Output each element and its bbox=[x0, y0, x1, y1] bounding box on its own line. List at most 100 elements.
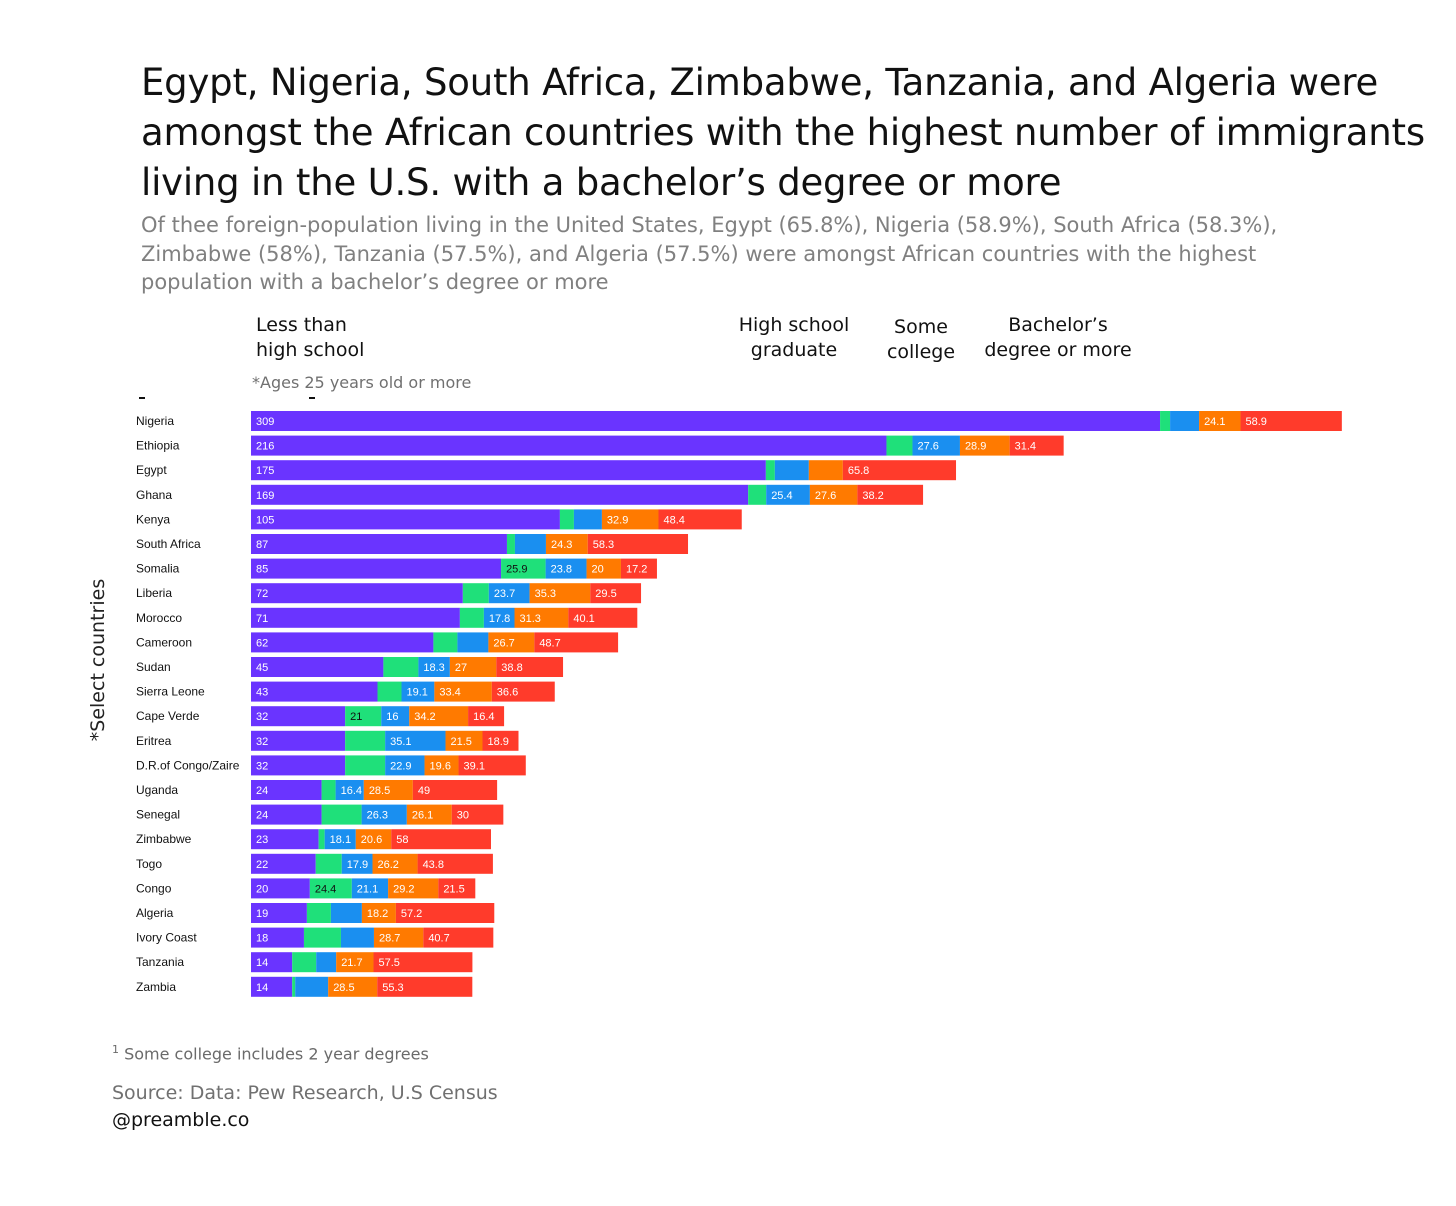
data-label: 18.3 bbox=[423, 662, 444, 674]
bar-segment-bachelors bbox=[438, 878, 476, 899]
category-label: Liberia bbox=[136, 586, 172, 600]
bar-row: Cameroon 62 26.7 48.7 bbox=[136, 632, 619, 653]
data-label: 309 bbox=[256, 416, 274, 428]
bar-segment-hs-graduate bbox=[573, 509, 602, 530]
bar-row: Ghana 169 25.4 27.6 38.2 bbox=[136, 484, 924, 505]
data-label: 26.7 bbox=[493, 637, 514, 649]
data-label: 105 bbox=[256, 514, 274, 526]
data-label: 27 bbox=[455, 662, 467, 674]
category-label: Eritrea bbox=[136, 734, 172, 748]
bar-segment-hs-graduate bbox=[385, 755, 425, 776]
bar-segment-less-than-hs bbox=[501, 558, 546, 579]
data-label: 39.1 bbox=[464, 760, 485, 772]
bar-segment-total bbox=[251, 484, 749, 505]
data-label: 32.9 bbox=[607, 514, 628, 526]
bar-row: Ethiopia 216 27.6 28.9 31.4 bbox=[136, 435, 1064, 456]
data-label: 28.7 bbox=[379, 933, 400, 945]
bar-segment-some-college bbox=[424, 755, 459, 776]
bar-segment-total bbox=[251, 927, 304, 948]
bar-row: Algeria 19 18.2 57.2 bbox=[136, 903, 495, 923]
data-label: 24.3 bbox=[551, 539, 572, 551]
bar-segment-some-college bbox=[488, 632, 535, 653]
data-label: 58.3 bbox=[593, 539, 614, 551]
data-label: 57.2 bbox=[401, 908, 422, 920]
data-label: 31.4 bbox=[1015, 441, 1036, 453]
bar-segment-less-than-hs bbox=[1160, 411, 1171, 431]
data-label: 29.2 bbox=[393, 883, 414, 895]
bar-row: Nigeria 309 24.1 58.9 bbox=[136, 411, 1342, 431]
category-label: Zimbabwe bbox=[136, 832, 192, 846]
bar-segment-less-than-hs bbox=[345, 755, 386, 776]
data-label: 26.1 bbox=[412, 810, 433, 822]
data-label: 55.3 bbox=[382, 982, 403, 994]
bar-segment-total bbox=[251, 755, 346, 776]
bar-row: Togo 22 17.9 26.2 43.8 bbox=[136, 853, 493, 874]
data-label: 40.1 bbox=[573, 613, 594, 625]
data-label: 23.8 bbox=[551, 564, 572, 576]
bar-segment-less-than-hs bbox=[345, 730, 386, 751]
source-note: Source: Data: Pew Research, U.S Census bbox=[112, 1082, 498, 1104]
bar-segment-total bbox=[251, 878, 310, 899]
data-label: 43 bbox=[256, 687, 268, 699]
category-label: Togo bbox=[136, 857, 162, 871]
bar-segment-less-than-hs bbox=[748, 484, 767, 505]
data-label: 28.5 bbox=[369, 785, 390, 797]
bar-segment-hs-graduate bbox=[483, 607, 515, 628]
data-label: 49 bbox=[418, 785, 430, 797]
data-label: 21 bbox=[350, 711, 362, 723]
bar-segment-less-than-hs bbox=[383, 657, 419, 677]
data-label: 17.9 bbox=[347, 859, 368, 871]
bar-segment-less-than-hs bbox=[377, 681, 402, 702]
bar-segment-bachelors bbox=[842, 460, 957, 481]
data-label: 19.1 bbox=[407, 687, 428, 699]
data-label: 48.4 bbox=[663, 514, 684, 526]
bar-segment-total bbox=[251, 804, 322, 825]
data-label: 25.9 bbox=[506, 564, 527, 576]
data-label: 25.4 bbox=[771, 490, 792, 502]
ages-note: *Ages 25 years old or more bbox=[252, 373, 472, 392]
data-label: 21.5 bbox=[451, 736, 472, 748]
column-header-line: high school bbox=[256, 339, 365, 361]
data-label: 24 bbox=[256, 810, 268, 822]
category-label: Kenya bbox=[136, 512, 170, 526]
data-label: 19.6 bbox=[430, 760, 451, 772]
column-header-line: degree or more bbox=[984, 339, 1132, 361]
header-dash bbox=[309, 397, 315, 399]
bar-segment-hs-graduate bbox=[457, 632, 489, 653]
bar-segment-some-college bbox=[601, 509, 659, 530]
data-label: 20 bbox=[592, 564, 604, 576]
bar-segment-total bbox=[251, 853, 316, 874]
bar-row: Morocco 71 17.8 31.3 40.1 bbox=[136, 607, 638, 628]
bar-segment-total bbox=[251, 681, 378, 702]
data-label: 18.9 bbox=[487, 736, 508, 748]
bar-segment-total bbox=[251, 460, 766, 481]
data-label: 32 bbox=[256, 711, 268, 723]
column-header-line: college bbox=[886, 341, 956, 363]
chart-title: Egypt, Nigeria, South Africa, Zimbabwe, … bbox=[141, 61, 1425, 204]
bar-segment-less-than-hs bbox=[506, 534, 515, 554]
bar-segment-bachelors bbox=[482, 730, 519, 751]
bar-segment-hs-graduate bbox=[418, 657, 450, 677]
bar-segment-less-than-hs bbox=[321, 804, 362, 825]
bar-segment-some-college bbox=[445, 730, 483, 751]
data-label: 24.1 bbox=[1204, 416, 1225, 428]
stacked-bar-chart: Nigeria 309 24.1 58.9 Ethiopia 216 27.6 28.9 31.… bbox=[136, 411, 1342, 997]
bar-segment-bachelors bbox=[417, 853, 493, 874]
bar-segment-some-college bbox=[514, 607, 569, 628]
bar-segment-total bbox=[251, 534, 507, 554]
bar-segment-hs-graduate bbox=[774, 460, 809, 481]
data-label: 169 bbox=[256, 490, 274, 502]
bar-segment-less-than-hs bbox=[462, 583, 489, 604]
data-label: 18.1 bbox=[330, 834, 351, 846]
bar-segment-hs-graduate bbox=[341, 853, 373, 874]
data-label: 38.8 bbox=[501, 662, 522, 674]
bar-segment-some-college bbox=[545, 534, 588, 554]
bar-segment-bachelors bbox=[451, 804, 504, 825]
data-label: 19 bbox=[256, 908, 268, 920]
data-label: 16.4 bbox=[473, 711, 494, 723]
bar-row: Zimbabwe 23 18.1 20.6 58 bbox=[136, 829, 491, 850]
bar-segment-hs-graduate bbox=[488, 583, 530, 604]
bar-segment-bachelors bbox=[373, 952, 473, 973]
category-label: Egypt bbox=[136, 463, 167, 477]
bar-segment-bachelors bbox=[857, 484, 924, 505]
